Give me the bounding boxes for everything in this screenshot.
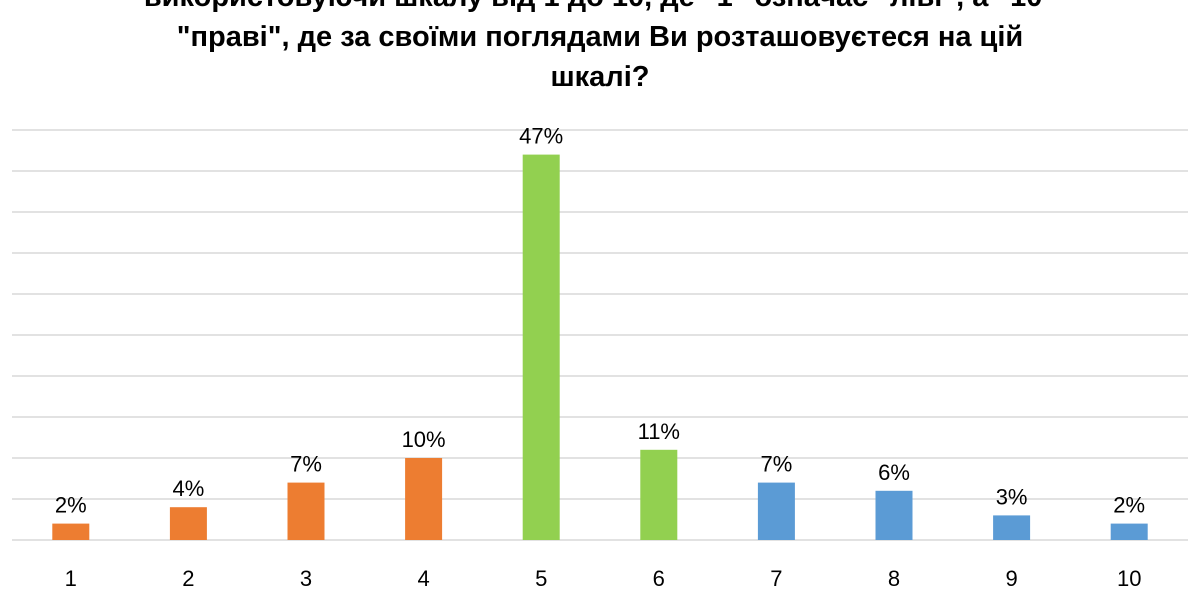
chart-title: використовуючи шкалу від 1 до 10, де "1"… <box>144 0 1056 93</box>
x-axis-tick-labels: 1 2 3 4 5 6 7 8 9 10 <box>65 566 1142 591</box>
x-tick-label-9: 9 <box>1005 566 1017 591</box>
data-label-2: 4% <box>173 476 205 501</box>
bar-2 <box>169 507 207 540</box>
bar-6 <box>640 449 678 540</box>
x-tick-label-6: 6 <box>653 566 665 591</box>
x-tick-label-8: 8 <box>888 566 900 591</box>
x-tick-label-7: 7 <box>770 566 782 591</box>
bars <box>52 154 1148 540</box>
data-label-1: 2% <box>55 493 87 518</box>
bar-1 <box>52 523 90 540</box>
bar-8 <box>875 490 913 540</box>
data-label-10: 2% <box>1113 493 1145 518</box>
x-tick-label-1: 1 <box>65 566 77 591</box>
chart-title-line-2: "праві", де за своїми поглядами Ви розта… <box>177 21 1023 53</box>
bar-10 <box>1110 523 1148 540</box>
chart-title-line-1: використовуючи шкалу від 1 до 10, де "1"… <box>144 0 1056 13</box>
data-label-9: 3% <box>996 484 1028 509</box>
data-labels: 2% 4% 7% 10% 47% 11% 7% 6% 3% 2% <box>55 124 1145 518</box>
bar-5 <box>522 154 560 540</box>
bar-7 <box>757 482 795 540</box>
bar-4 <box>405 458 443 540</box>
x-tick-label-5: 5 <box>535 566 547 591</box>
x-tick-label-2: 2 <box>182 566 194 591</box>
data-label-6: 11% <box>638 419 680 444</box>
chart-title-line-3: шкалі? <box>550 61 649 93</box>
data-label-4: 10% <box>402 427 446 452</box>
x-tick-label-10: 10 <box>1117 566 1141 591</box>
data-label-8: 6% <box>878 460 910 485</box>
data-label-7: 7% <box>761 452 793 477</box>
bar-9 <box>993 515 1031 540</box>
data-label-5: 47% <box>519 124 563 149</box>
bar-3 <box>287 482 325 540</box>
data-label-3: 7% <box>290 452 322 477</box>
x-tick-label-4: 4 <box>417 566 429 591</box>
x-tick-label-3: 3 <box>300 566 312 591</box>
gridlines <box>12 129 1188 541</box>
